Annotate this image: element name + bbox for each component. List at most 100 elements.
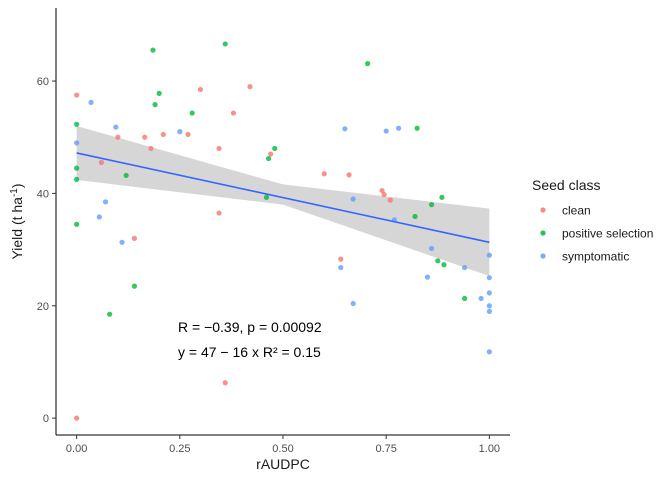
y-tick-label: 40 <box>37 188 49 200</box>
data-point <box>230 110 237 116</box>
data-point <box>486 308 492 314</box>
data-point <box>265 155 272 162</box>
x-tick-label: 0.75 <box>375 443 396 455</box>
data-point <box>272 145 278 152</box>
legend-key-symptomatic <box>540 253 546 259</box>
data-point <box>115 134 121 140</box>
data-point <box>74 415 80 421</box>
data-point <box>123 172 129 179</box>
data-point <box>435 258 441 264</box>
data-point <box>462 295 468 302</box>
y-axis-title: Yield (t ha-1) <box>9 183 25 259</box>
data-point <box>486 290 492 296</box>
data-point <box>98 159 104 166</box>
data-point <box>383 128 389 134</box>
data-point <box>486 275 492 281</box>
data-point <box>102 199 109 205</box>
data-point <box>74 92 80 98</box>
data-point <box>424 274 431 280</box>
data-point <box>185 131 191 138</box>
data-point <box>486 349 492 355</box>
legend-title: Seed class <box>532 177 600 193</box>
legend-key-positive-selection <box>540 230 546 236</box>
legend: Seed class clean positive selection sympto… <box>532 177 653 264</box>
data-point <box>395 125 402 131</box>
data-point <box>441 262 447 268</box>
data-point <box>439 194 445 200</box>
data-point <box>486 303 492 309</box>
data-point <box>222 380 228 386</box>
data-point <box>381 191 387 198</box>
series-positive-selection <box>74 41 468 317</box>
data-point <box>74 165 80 171</box>
y-tick-label: 20 <box>37 301 49 313</box>
data-point <box>350 196 356 202</box>
legend-label-positive-selection: positive selection <box>562 227 653 241</box>
data-point <box>216 145 222 152</box>
data-point <box>160 131 166 138</box>
data-point <box>428 245 435 252</box>
data-point <box>113 124 119 130</box>
data-point <box>107 311 113 317</box>
x-axis-ticks: 0.00 0.25 0.50 0.75 1.00 <box>66 435 500 455</box>
data-point <box>263 194 270 200</box>
data-point <box>148 145 154 152</box>
regression-equation-annotation: y = 47 − 16 x R² = 0.15 <box>178 344 321 360</box>
data-point <box>486 252 492 258</box>
data-point <box>379 187 385 194</box>
data-point <box>74 221 80 227</box>
data-point <box>142 134 148 140</box>
data-point <box>338 264 344 271</box>
data-point <box>74 121 80 127</box>
data-point <box>350 300 356 307</box>
data-point <box>412 213 418 220</box>
correlation-annotation: R = −0.39, p = 0.00092 <box>178 319 322 335</box>
regression-line <box>76 152 490 244</box>
data-point <box>365 61 371 67</box>
data-point <box>88 99 94 105</box>
data-point <box>74 140 80 146</box>
series-clean <box>74 84 393 421</box>
series-symptomatic <box>74 99 492 355</box>
data-point <box>177 129 183 135</box>
x-tick-label: 0.50 <box>272 443 293 455</box>
confidence-band-layer <box>76 125 490 276</box>
x-tick-label: 0.25 <box>169 443 190 455</box>
legend-label-clean: clean <box>562 204 591 218</box>
x-axis-title: rAUDPC <box>256 456 310 472</box>
data-point <box>222 41 228 47</box>
data-point <box>74 176 80 182</box>
data-point <box>428 202 435 208</box>
legend-key-clean <box>540 207 546 213</box>
points-layer <box>74 41 492 421</box>
data-point <box>342 126 348 132</box>
data-point <box>247 84 253 90</box>
confidence-band <box>76 125 490 276</box>
data-point <box>131 235 138 241</box>
data-point <box>478 295 484 302</box>
data-point <box>321 171 327 177</box>
data-point <box>197 86 204 93</box>
data-point <box>346 172 352 178</box>
data-point <box>96 214 102 220</box>
data-point <box>414 125 420 131</box>
y-axis-ticks: 0 20 40 60 <box>37 76 56 425</box>
data-point <box>119 239 125 245</box>
regression-line-layer <box>76 152 490 244</box>
x-tick-label: 1.00 <box>479 443 500 455</box>
data-point <box>131 283 138 289</box>
data-point <box>338 256 344 262</box>
y-tick-label: 60 <box>37 76 49 88</box>
y-tick-label: 0 <box>43 413 49 425</box>
data-point <box>387 197 393 203</box>
x-tick-label: 0.00 <box>66 443 87 455</box>
data-point <box>268 151 274 157</box>
data-point <box>152 102 158 108</box>
data-point <box>150 47 156 53</box>
data-point <box>189 110 195 116</box>
data-point <box>462 264 468 271</box>
legend-label-symptomatic: symptomatic <box>562 250 629 264</box>
data-point <box>156 90 162 96</box>
